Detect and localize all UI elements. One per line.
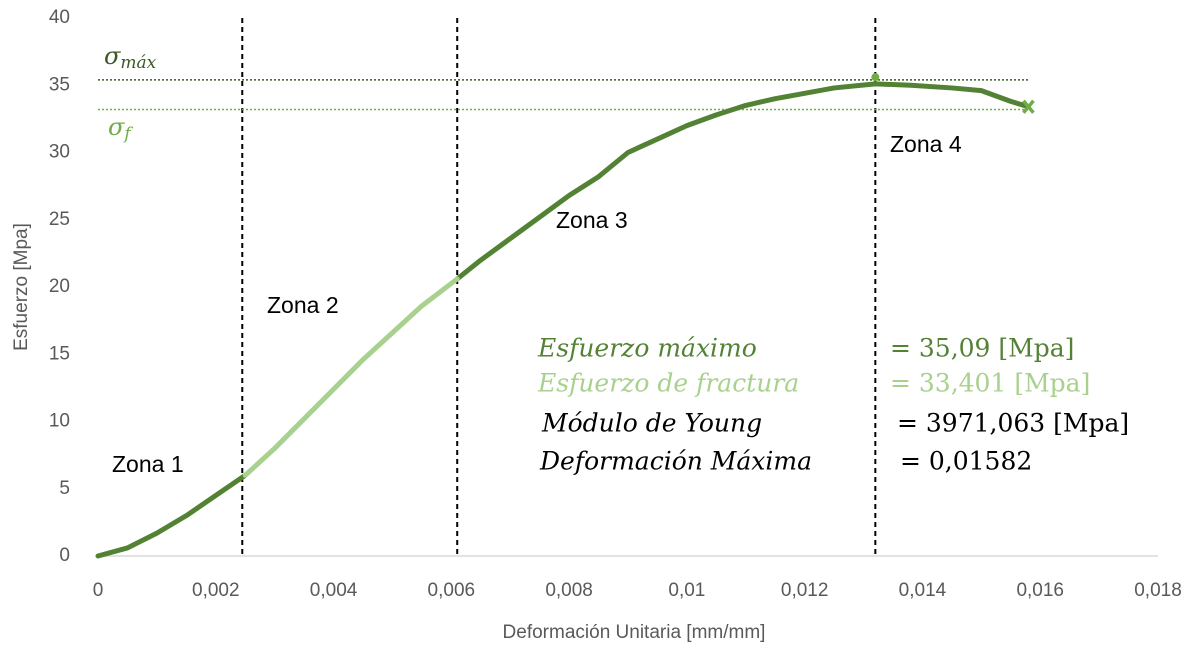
symbol: σ [108, 113, 125, 141]
symbol: σ [104, 42, 121, 70]
result-label: Deformación Máxima [539, 447, 812, 476]
zone-label: Zona 2 [267, 292, 339, 318]
result-value: = 0,01582 [900, 447, 1032, 476]
reference-label: σf [108, 113, 133, 144]
result-value: = 33,401 [Mpa] [890, 369, 1090, 398]
x-tick-label: 0 [93, 580, 104, 601]
x-tick-label: 0,002 [192, 580, 240, 601]
x-tick-label: 0,01 [668, 580, 705, 601]
data-line [95, 81, 1031, 559]
y-tick-label: 40 [49, 7, 70, 28]
data-line [242, 276, 460, 478]
y-axis-label: Esfuerzo [Mpa] [11, 223, 32, 351]
x-tick-label: 0,016 [1016, 580, 1064, 601]
result-label: Esfuerzo máximo [537, 334, 757, 363]
fracture-marker [1022, 99, 1035, 114]
y-tick-label: 20 [49, 276, 70, 297]
max-marker [871, 73, 880, 82]
subscript: máx [120, 53, 156, 73]
x-tick-label: 0,014 [899, 580, 947, 601]
y-tick-label: 25 [49, 209, 70, 230]
zone-label: Zona 1 [112, 451, 184, 477]
y-tick-label: 30 [49, 142, 70, 163]
result-label: Esfuerzo de fractura [537, 369, 799, 398]
y-tick-label: 10 [49, 411, 70, 432]
zone-label: Zona 3 [556, 207, 628, 233]
x-tick-label: 0,008 [545, 580, 593, 601]
y-tick-label: 35 [49, 74, 70, 95]
result-value: = 35,09 [Mpa] [890, 334, 1074, 363]
x-tick-label: 0,012 [781, 580, 829, 601]
reference-label: σmáx [104, 42, 157, 73]
y-tick-label: 5 [59, 478, 70, 499]
result-value: = 3971,063 [Mpa] [897, 409, 1129, 438]
x-tick-label: 0,006 [428, 580, 476, 601]
x-axis-label: Deformación Unitaria [mm/mm] [503, 622, 766, 643]
result-label: Módulo de Young [541, 409, 762, 438]
y-tick-label: 0 [59, 545, 70, 566]
zone-label: Zona 4 [890, 131, 962, 157]
subscript: f [122, 124, 133, 144]
x-tick-label: 0,004 [310, 580, 358, 601]
y-tick-label: 15 [49, 343, 70, 364]
x-tick-label: 0,018 [1134, 580, 1182, 601]
